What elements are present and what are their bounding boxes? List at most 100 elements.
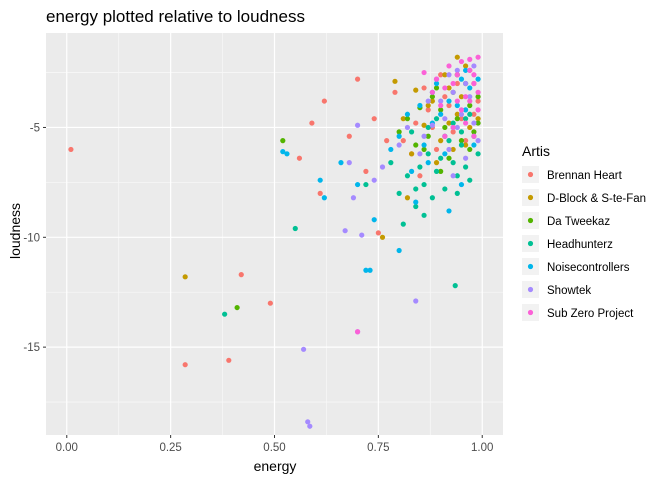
data-point-sub-zero-project bbox=[450, 80, 456, 87]
data-point-showtek bbox=[429, 122, 435, 128]
data-point-da-tweekaz bbox=[425, 133, 431, 139]
data-point-noisecontrollers bbox=[409, 168, 415, 174]
data-point-showtek bbox=[450, 173, 456, 179]
x-axis: 0.00 0.25 0.50 0.75 1.00 bbox=[56, 435, 493, 454]
data-point-da-tweekaz bbox=[438, 168, 444, 174]
legend-label-noisecontrollers: Noisecontrollers bbox=[547, 262, 630, 274]
data-point-brennan-heart bbox=[238, 272, 244, 278]
data-point-showtek bbox=[379, 164, 386, 170]
data-point-showtek bbox=[305, 419, 311, 425]
data-point-brennan-heart bbox=[458, 116, 465, 122]
data-point-headhunterz bbox=[388, 160, 394, 166]
data-point-showtek bbox=[346, 160, 352, 166]
data-point-da-tweekaz bbox=[458, 138, 465, 144]
data-point-noisecontrollers bbox=[354, 181, 361, 188]
data-point-showtek bbox=[454, 67, 460, 73]
data-point-brennan-heart bbox=[321, 98, 327, 104]
data-point-d-block-s-te-fan bbox=[425, 102, 431, 109]
data-point-noisecontrollers bbox=[321, 195, 327, 201]
data-point-noisecontrollers bbox=[446, 98, 452, 104]
data-point-showtek bbox=[371, 177, 377, 183]
data-point-da-tweekaz bbox=[421, 146, 427, 153]
y-tick-label: -5 bbox=[30, 122, 40, 134]
data-point-headhunterz bbox=[400, 221, 406, 227]
data-point-headhunterz bbox=[454, 190, 460, 196]
data-point-brennan-heart bbox=[425, 107, 431, 113]
data-point-d-block-s-te-fan bbox=[458, 94, 465, 100]
data-point-da-tweekaz bbox=[467, 146, 473, 153]
data-point-noisecontrollers bbox=[284, 151, 290, 157]
data-point-da-tweekaz bbox=[429, 94, 435, 100]
data-point-brennan-heart bbox=[354, 76, 361, 82]
data-point-headhunterz bbox=[425, 124, 431, 131]
data-point-d-block-s-te-fan bbox=[450, 146, 456, 153]
data-point-headhunterz bbox=[475, 151, 481, 157]
data-point-headhunterz bbox=[450, 160, 456, 166]
data-point-sub-zero-project bbox=[446, 63, 452, 69]
data-point-showtek bbox=[463, 155, 469, 161]
data-point-sub-zero-project bbox=[458, 58, 465, 65]
data-point-d-block-s-te-fan bbox=[454, 111, 460, 117]
data-point-noisecontrollers bbox=[458, 76, 465, 82]
data-point-sub-zero-project bbox=[475, 89, 481, 95]
data-point-sub-zero-project bbox=[454, 72, 460, 78]
data-point-headhunterz bbox=[438, 155, 444, 161]
data-point-d-block-s-te-fan bbox=[409, 151, 415, 157]
data-point-noisecontrollers bbox=[433, 80, 440, 87]
data-point-brennan-heart bbox=[463, 138, 469, 144]
data-point-sub-zero-project bbox=[463, 94, 469, 100]
data-point-d-block-s-te-fan bbox=[433, 160, 440, 166]
data-point-headhunterz bbox=[421, 181, 427, 188]
x-axis-title: energy bbox=[254, 458, 297, 474]
data-point-brennan-heart bbox=[226, 357, 232, 363]
data-point-d-block-s-te-fan bbox=[182, 274, 188, 280]
legend-items: Brennan Heart D-Block & S-te-Fan Da Tweeka… bbox=[522, 166, 646, 321]
data-point-showtek bbox=[463, 80, 469, 87]
data-point-showtek bbox=[417, 151, 423, 157]
data-point-headhunterz bbox=[458, 142, 465, 148]
data-point-headhunterz bbox=[433, 116, 440, 122]
data-point-brennan-heart bbox=[392, 89, 398, 95]
data-point-sub-zero-project bbox=[429, 89, 435, 95]
data-point-d-block-s-te-fan bbox=[463, 142, 469, 148]
data-point-da-tweekaz bbox=[438, 107, 444, 113]
data-point-sub-zero-project bbox=[442, 85, 448, 91]
data-point-showtek bbox=[454, 124, 460, 131]
data-point-headhunterz bbox=[463, 164, 469, 170]
data-point-headhunterz bbox=[421, 212, 427, 218]
data-point-headhunterz bbox=[450, 120, 456, 126]
data-point-headhunterz bbox=[413, 186, 419, 192]
legend-title: Artis bbox=[522, 143, 550, 159]
legend-marker-da-tweekaz bbox=[527, 217, 534, 224]
data-point-showtek bbox=[438, 98, 444, 104]
data-point-showtek bbox=[471, 63, 477, 69]
data-point-showtek bbox=[404, 124, 411, 131]
data-point-headhunterz bbox=[413, 203, 419, 210]
data-point-sub-zero-project bbox=[433, 76, 440, 82]
data-point-d-block-s-te-fan bbox=[463, 63, 469, 69]
data-point-headhunterz bbox=[429, 195, 435, 201]
data-point-brennan-heart bbox=[363, 168, 369, 174]
data-point-noisecontrollers bbox=[471, 142, 477, 148]
y-axis: -15 -10 -5 bbox=[23, 122, 46, 354]
data-point-noisecontrollers bbox=[338, 160, 344, 166]
data-point-brennan-heart bbox=[346, 133, 352, 139]
data-point-headhunterz bbox=[417, 164, 423, 170]
data-point-showtek bbox=[450, 89, 456, 95]
data-point-brennan-heart bbox=[384, 138, 390, 144]
data-point-brennan-heart bbox=[400, 138, 406, 144]
data-point-d-block-s-te-fan bbox=[392, 78, 398, 84]
data-point-sub-zero-project bbox=[467, 98, 473, 104]
data-points bbox=[68, 54, 481, 429]
data-point-headhunterz bbox=[458, 129, 465, 135]
legend-label-brennan-heart: Brennan Heart bbox=[547, 170, 623, 182]
data-point-da-tweekaz bbox=[413, 142, 419, 148]
legend-marker-d-block-s-te-fan bbox=[527, 194, 534, 201]
x-tick-label: 0.75 bbox=[367, 442, 389, 454]
x-tick-label: 1.00 bbox=[471, 442, 493, 454]
data-point-noisecontrollers bbox=[371, 217, 377, 223]
data-point-sub-zero-project bbox=[463, 120, 469, 126]
data-point-brennan-heart bbox=[413, 120, 419, 126]
data-point-d-block-s-te-fan bbox=[467, 124, 473, 131]
data-point-noisecontrollers bbox=[396, 247, 402, 254]
